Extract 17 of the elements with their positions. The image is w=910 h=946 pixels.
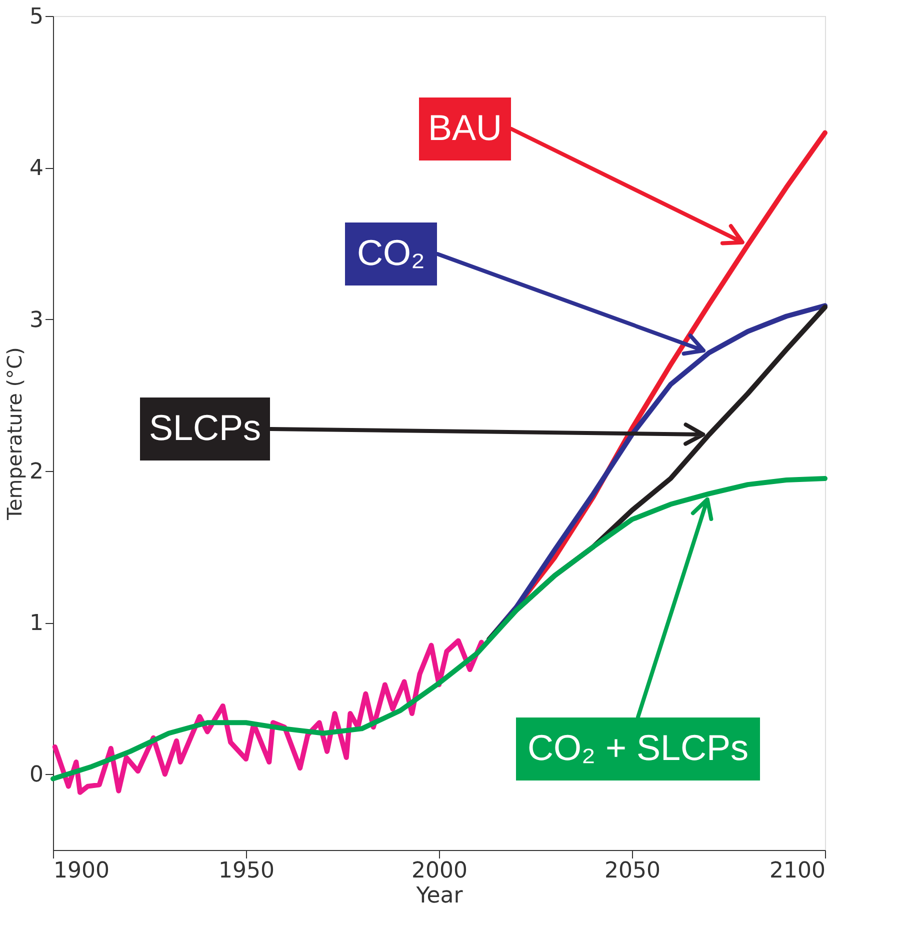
x-tick-label: 1900 <box>54 858 110 884</box>
x-tick-label: 2100 <box>770 858 826 884</box>
text: SLCPs <box>148 407 262 448</box>
y-tick-label: 4 <box>30 156 44 182</box>
y-tick-label: 0 <box>30 762 44 788</box>
x-tick-label: 2050 <box>604 858 660 884</box>
text: CO₂ + SLCPs <box>527 727 749 768</box>
y-tick-label: 5 <box>30 4 44 30</box>
text: BAU <box>428 107 502 148</box>
x-tick-label: 1950 <box>218 858 274 884</box>
text: CO₂ <box>357 232 425 273</box>
y-tick-label: 1 <box>30 611 44 636</box>
y-axis-title: Temperature (°C) <box>2 347 27 521</box>
y-tick-label: 2 <box>30 459 44 484</box>
x-tick-label: 2000 <box>412 858 468 884</box>
x-axis-title: Year <box>415 884 464 908</box>
y-tick-label: 3 <box>30 308 44 333</box>
